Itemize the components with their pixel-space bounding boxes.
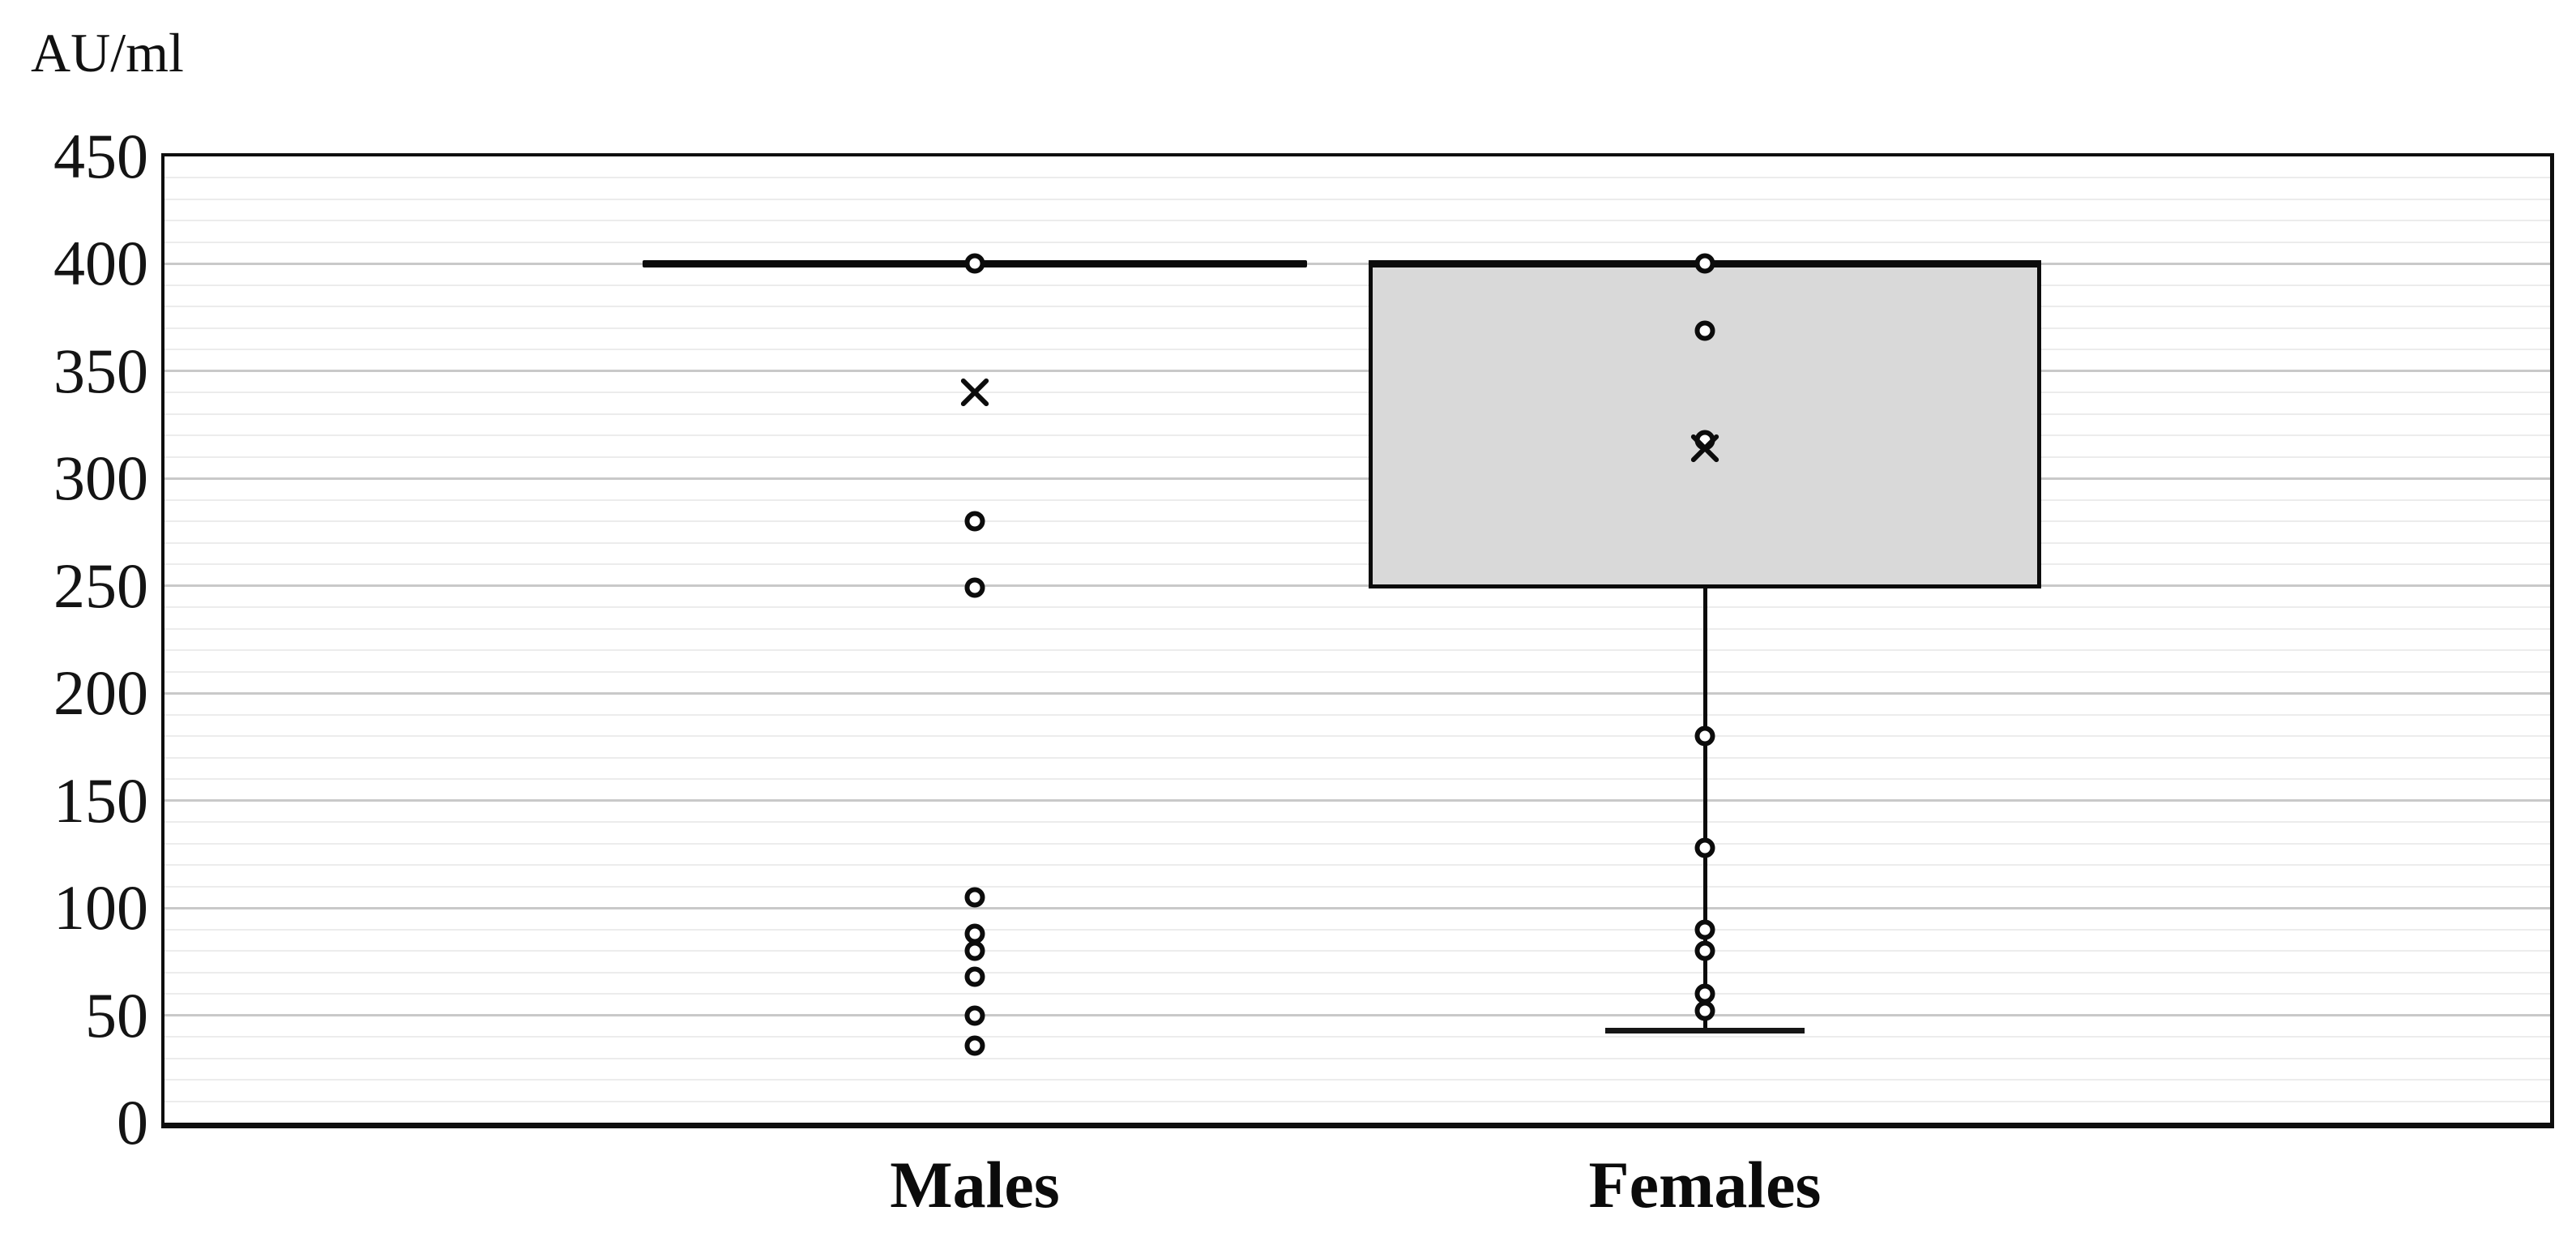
gridline-minor: [164, 993, 2550, 995]
data-point-circle: [964, 966, 985, 987]
data-point-circle: [964, 887, 985, 908]
gridline-minor: [164, 778, 2550, 781]
data-point-circle: [1694, 1000, 1715, 1021]
gridline-minor: [164, 821, 2550, 824]
gridline-minor: [164, 327, 2550, 329]
gridline-minor: [164, 434, 2550, 437]
gridline-minor: [164, 349, 2550, 351]
gridline-minor: [164, 563, 2550, 566]
y-axis-title: AU/ml: [31, 22, 184, 83]
whisker-cap-females: [1605, 1027, 1805, 1033]
gridline-minor: [164, 284, 2550, 286]
gridline-minor: [164, 756, 2550, 759]
gridline-minor: [164, 1057, 2550, 1059]
gridline-major: [164, 691, 2550, 695]
data-point-circle: [964, 253, 985, 274]
data-point-circle: [1694, 725, 1715, 747]
data-point-circle: [1694, 940, 1715, 961]
gridline-major: [164, 477, 2550, 480]
y-tick-label: 250: [53, 550, 148, 621]
gridline-minor: [164, 541, 2550, 544]
y-tick-label: 400: [53, 228, 148, 299]
gridline-minor: [164, 950, 2550, 952]
gridline-minor: [164, 520, 2550, 523]
gridline-minor: [164, 627, 2550, 630]
plot-area-border: [161, 153, 2554, 1128]
data-point-circle: [1694, 320, 1715, 341]
gridline-minor: [164, 735, 2550, 738]
y-tick-label: 100: [53, 872, 148, 944]
data-point-circle: [964, 940, 985, 961]
y-tick-label: 200: [53, 657, 148, 729]
gridline-minor: [164, 971, 2550, 974]
mean-x-marker: [1687, 430, 1723, 466]
gridline-minor: [164, 177, 2550, 179]
box-females: [1369, 259, 2041, 589]
gridline-minor: [164, 885, 2550, 888]
category-label-males: Males: [890, 1148, 1060, 1222]
gridline-minor: [164, 198, 2550, 200]
gridline-minor: [164, 456, 2550, 458]
gridline-minor: [164, 649, 2550, 652]
y-tick-label: 300: [53, 443, 148, 514]
gridline-minor: [164, 1079, 2550, 1081]
y-tick-label: 50: [85, 979, 148, 1051]
data-point-circle: [1694, 253, 1715, 274]
y-tick-label: 350: [53, 335, 148, 406]
gridline-minor: [164, 670, 2550, 673]
category-label-females: Females: [1588, 1148, 1822, 1222]
data-point-circle: [964, 511, 985, 532]
gridline-major: [164, 584, 2550, 588]
gridline-minor: [164, 713, 2550, 716]
whisker-females: [1702, 588, 1707, 1031]
data-point-circle: [1694, 837, 1715, 858]
mean-x-marker: [957, 374, 993, 410]
y-tick-label: 150: [53, 764, 148, 836]
data-point-circle: [964, 577, 985, 598]
gridline-minor: [164, 928, 2550, 931]
gridline-minor: [164, 220, 2550, 222]
gridline-minor: [164, 1100, 2550, 1102]
y-tick-label: 0: [117, 1087, 148, 1158]
gridline-minor: [164, 392, 2550, 394]
gridline-major: [164, 1014, 2550, 1017]
gridline-minor: [164, 241, 2550, 243]
y-tick-label: 450: [53, 121, 148, 191]
data-point-circle: [964, 1035, 985, 1056]
gridline-minor: [164, 606, 2550, 609]
gridline-major: [164, 370, 2550, 373]
gridline-minor: [164, 864, 2550, 867]
gridline-minor: [164, 499, 2550, 501]
gridline-major: [164, 262, 2550, 265]
gridline-minor: [164, 1036, 2550, 1038]
gridline-major: [164, 906, 2550, 909]
data-point-circle: [1694, 919, 1715, 940]
gridline-minor: [164, 306, 2550, 308]
gridline-major: [164, 799, 2550, 802]
gridline-minor: [164, 413, 2550, 415]
gridline-minor: [164, 842, 2550, 845]
data-point-circle: [964, 1005, 985, 1026]
